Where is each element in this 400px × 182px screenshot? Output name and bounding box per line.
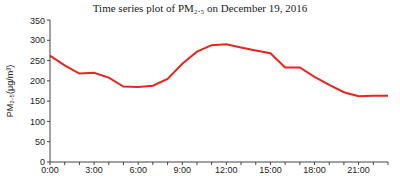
svg-text:350: 350	[30, 16, 45, 26]
svg-text:100: 100	[30, 117, 45, 127]
svg-text:PM₂.₅(μg/m³): PM₂.₅(μg/m³)	[8, 65, 15, 117]
svg-text:21:00: 21:00	[347, 165, 370, 175]
svg-text:18:00: 18:00	[303, 165, 326, 175]
svg-text:0:00: 0:00	[41, 165, 59, 176]
svg-text:150: 150	[30, 96, 45, 106]
svg-text:250: 250	[30, 56, 45, 66]
svg-text:15:00: 15:00	[259, 165, 282, 175]
svg-text:3:00: 3:00	[85, 165, 103, 175]
svg-text:0: 0	[40, 157, 45, 167]
svg-text:12:00: 12:00	[215, 165, 238, 175]
svg-text:50: 50	[35, 137, 45, 147]
html-text:Time series plot of PM₂.₅ on D: Time series plot of PM₂.₅ on December 19…	[92, 2, 308, 14]
svg-text:6:00: 6:00	[129, 165, 147, 175]
svg-text:200: 200	[30, 76, 45, 86]
svg-text:300: 300	[30, 35, 45, 45]
svg-text:9:00: 9:00	[173, 165, 191, 175]
